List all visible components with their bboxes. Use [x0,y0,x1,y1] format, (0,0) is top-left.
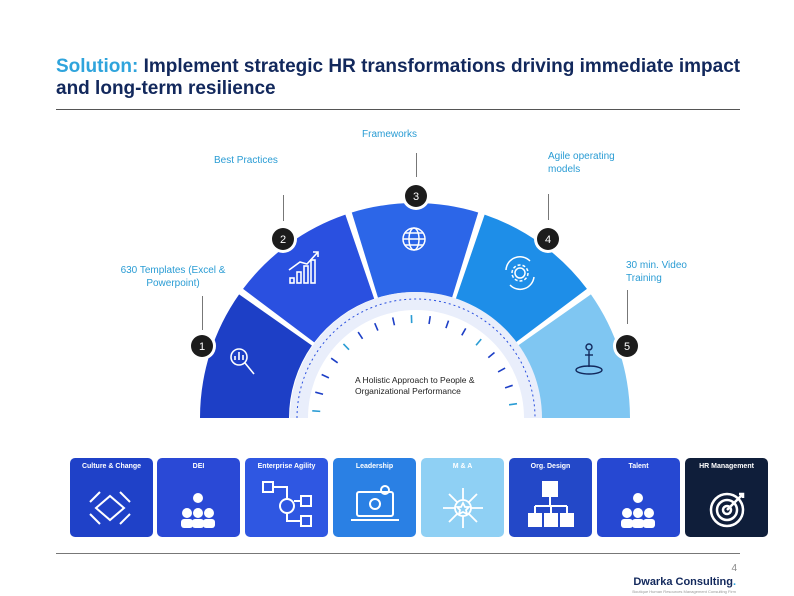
segment-badge-2: 2 [269,225,297,253]
capability-card-6: Org. Design [509,458,592,537]
segment-badge-3: 3 [402,182,430,210]
card-title: M & A [452,463,473,470]
capability-card-3: Enterprise Agility [245,458,328,537]
bar-chart-icon [288,251,319,284]
dial-tick [508,402,518,406]
globe-icon [402,227,426,251]
card-title: Leadership [355,463,394,470]
dial-tick [312,410,321,413]
laptop-gear-icon [351,485,399,521]
dial-tick [330,357,339,364]
dial-tick [391,317,396,326]
page-number: 4 [731,563,737,574]
dial-tick [461,327,467,336]
arc-center-text: A Holistic Approach to People & Organiza… [355,375,475,396]
brand-name: Dwarka Consulting [633,576,733,588]
top-divider [56,109,740,110]
badge-number: 3 [413,191,419,203]
dial-tick [357,331,364,340]
arc-segment-1 [200,294,312,418]
segment-badge-1: 1 [188,332,216,360]
dial-tick [428,316,432,325]
dial-tick [487,351,495,359]
magnifier-chart-icon [230,348,255,375]
network-star-icon [443,488,483,528]
badge-number: 1 [199,341,205,353]
leader-line-3 [416,153,417,177]
bottom-divider [56,553,740,554]
brand-dot: . [732,576,736,588]
segment-label-5: 30 min. Video Training [626,260,687,284]
gear-cycle-icon [505,256,535,291]
capability-card-7: Talent [597,458,680,537]
leader-line-4 [548,194,549,220]
org-chart-icon [528,481,574,527]
leader-line-5 [627,290,628,324]
capability-card-8: HR Management [685,458,768,537]
capability-card-1: Culture & Change [70,458,153,537]
handshake-icon [89,491,131,525]
brand-tagline: Boutique Human Resources Management Cons… [632,589,736,594]
segment-label-2: Best Practices [214,155,278,166]
capability-card-4: Leadership [333,458,416,537]
capability-card-2: DEI [157,458,240,537]
segment-label-1: 630 Templates (Excel & Powerpoint) [120,265,226,289]
dial-tick [504,384,513,389]
page-title: Solution: Implement strategic HR transfo… [56,56,756,100]
dial-tick [497,367,506,373]
title-keyword: Solution: [56,56,139,77]
card-title: HR Management [699,463,754,470]
dial-tick [475,338,482,346]
arc-segment-5 [518,294,630,418]
segment-badge-4: 4 [534,225,562,253]
card-title: Talent [628,463,649,470]
badge-number: 5 [624,341,630,353]
leader-line-2 [283,195,284,221]
workflow-icon [262,481,312,527]
segment-badge-5: 5 [613,332,641,360]
badge-number: 2 [280,234,286,246]
card-title: Enterprise Agility [257,463,316,470]
dial-tick [374,322,379,331]
title-text: Implement strategic HR transformations d… [56,56,741,99]
card-title: Org. Design [530,463,571,470]
dial-tick [315,391,324,395]
dial-tick [321,373,330,379]
card-title: Culture & Change [81,463,142,470]
card-title: DEI [192,463,205,470]
holistic-arc-diagram: 1 2 3 4 5 [188,182,641,419]
capability-card-5: M & A [421,458,504,537]
badge-number: 4 [545,234,551,246]
segment-label-3: Frameworks [362,129,418,140]
person-target-icon [575,343,603,375]
brand-logo: Dwarka Consulting. [633,576,736,588]
team-gear-icon [621,493,655,528]
target-icon [709,492,745,528]
dotted-arc [296,298,536,419]
leader-line-1 [202,296,203,330]
dial-tick [342,343,350,351]
team-gear-icon [181,493,215,528]
dial-tick [445,320,450,329]
segment-label-4: Agile operating models [548,151,615,175]
